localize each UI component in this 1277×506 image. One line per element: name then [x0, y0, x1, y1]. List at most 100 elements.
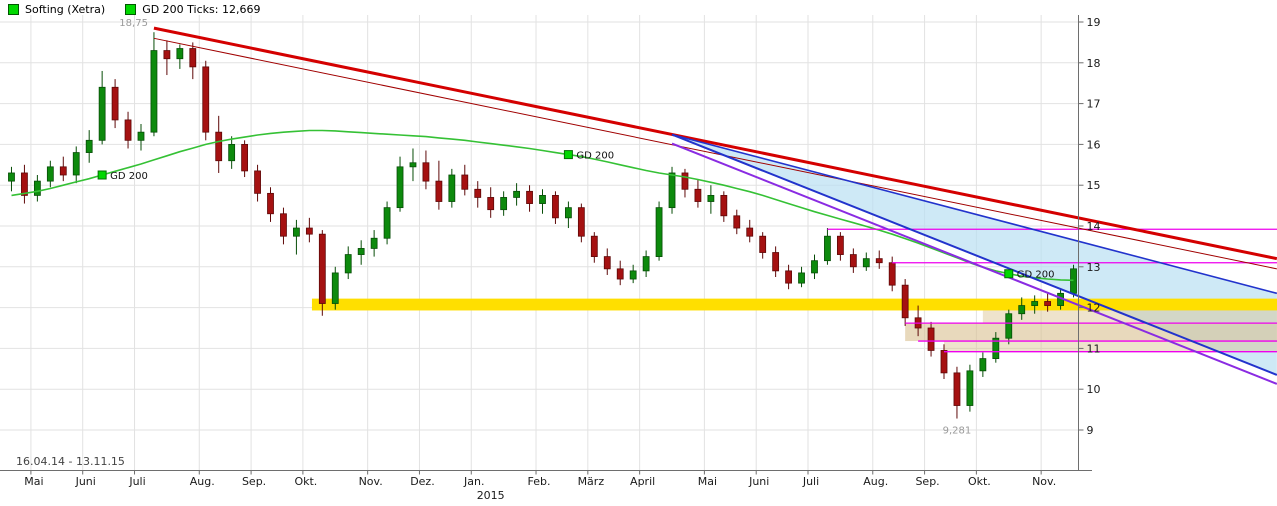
x-tick-label: Juli	[128, 475, 145, 488]
y-tick-label: 12	[1087, 302, 1101, 315]
candle-body	[409, 162, 417, 168]
support-zone-yellow	[311, 298, 1277, 311]
candle-body	[344, 254, 352, 274]
candle-body	[681, 172, 689, 190]
candle-body	[318, 233, 326, 304]
legend-item-0[interactable]: Softing (Xetra)	[8, 3, 105, 16]
x-tick-label: Aug.	[190, 475, 215, 488]
legend-item-1[interactable]: GD 200 Ticks: 12,669	[125, 3, 260, 16]
candle-body	[629, 270, 637, 280]
candle-body	[953, 372, 961, 406]
y-tick-label: 16	[1087, 138, 1101, 151]
x-tick-label: Okt.	[294, 475, 317, 488]
high-annotation: 18,75	[119, 18, 148, 29]
x-tick-label: Mai	[24, 475, 43, 488]
x-tick-label: Jan.	[463, 475, 484, 488]
candle-body	[901, 284, 909, 319]
x-tick-label: Juni	[75, 475, 96, 488]
tan-band-2	[905, 323, 1277, 342]
x-tick-label: Okt.	[968, 475, 991, 488]
y-tick-label: 17	[1087, 98, 1101, 111]
candle-body	[733, 215, 741, 229]
candle-body	[228, 143, 236, 162]
candle-body	[461, 174, 469, 190]
y-tick-label: 18	[1087, 57, 1101, 70]
y-tick-label: 14	[1087, 220, 1101, 233]
candle-body	[305, 227, 313, 235]
y-tick-label: 10	[1087, 383, 1101, 396]
candle-body	[98, 86, 106, 141]
legend-label: GD 200 Ticks: 12,669	[142, 3, 261, 16]
candle-body	[539, 194, 546, 204]
x-tick-label: Dez.	[410, 475, 435, 488]
candle-body	[137, 131, 145, 141]
candle-body	[694, 188, 702, 202]
series-swatch-icon	[8, 4, 19, 15]
legend: Softing (Xetra) GD 200 Ticks: 12,669	[8, 3, 260, 16]
ma-marker-label: GD 200	[576, 151, 614, 162]
candle-body	[487, 197, 495, 211]
candle-body	[46, 166, 54, 182]
candle-body	[862, 258, 870, 268]
candle-body	[785, 270, 792, 284]
ma-marker-icon	[97, 170, 107, 180]
series-swatch-icon	[125, 4, 137, 15]
candle-body	[202, 66, 210, 133]
candle-body	[1005, 313, 1013, 339]
candle-body	[565, 207, 572, 219]
candle-body	[1018, 305, 1026, 315]
candle-body	[875, 258, 883, 264]
candle-body	[772, 252, 780, 272]
candle-body	[552, 194, 559, 219]
downtrend-parallel	[153, 37, 1277, 270]
candle-body	[189, 48, 197, 68]
candle-body	[293, 227, 300, 237]
candle-body	[655, 207, 663, 257]
candle-body	[798, 272, 805, 284]
candle-body	[811, 260, 818, 274]
x-tick-label: Juni	[748, 475, 769, 488]
wedge-upper-blue	[671, 133, 1277, 295]
candle-body	[979, 358, 987, 372]
candle-body	[603, 256, 611, 270]
candle-body	[526, 190, 533, 204]
ma-marker-icon	[1004, 269, 1014, 279]
candle-body	[849, 254, 857, 268]
candle-body	[966, 370, 974, 406]
candle-body	[176, 48, 184, 60]
ma200-line	[11, 129, 1074, 282]
candle-body	[927, 327, 935, 351]
candle-body	[163, 50, 171, 60]
candle-body	[8, 172, 15, 182]
date-range-label: 16.04.14 - 13.11.15	[16, 455, 125, 468]
grid	[0, 15, 1079, 471]
candle-body	[254, 170, 261, 194]
candle-body	[280, 213, 287, 237]
candle-body	[215, 131, 223, 162]
candle-body	[759, 235, 767, 253]
wedge-lower-blue	[671, 133, 1277, 376]
candle-body	[21, 172, 28, 196]
candle-body	[642, 256, 650, 272]
candle-body	[124, 119, 132, 141]
candle-body	[150, 50, 158, 133]
candle-body	[668, 172, 676, 209]
candle-body	[435, 180, 443, 202]
candle-body	[72, 152, 80, 176]
tan-band-3	[944, 341, 1277, 352]
candle-body	[241, 143, 249, 172]
y-tick-label: 19	[1087, 16, 1101, 29]
candle-body	[1044, 301, 1052, 306]
y-tick-label: 13	[1087, 261, 1101, 274]
candle-body	[448, 174, 456, 202]
candle-body	[474, 188, 482, 198]
x-tick-label: Sep.	[242, 475, 266, 488]
candle-body	[422, 162, 430, 182]
x-tick-label: Aug.	[863, 475, 888, 488]
candle-body	[500, 197, 508, 211]
x-tick-label: Mai	[698, 475, 717, 488]
ma-marker-label: GD 200	[110, 171, 148, 182]
candle-body	[513, 190, 520, 198]
